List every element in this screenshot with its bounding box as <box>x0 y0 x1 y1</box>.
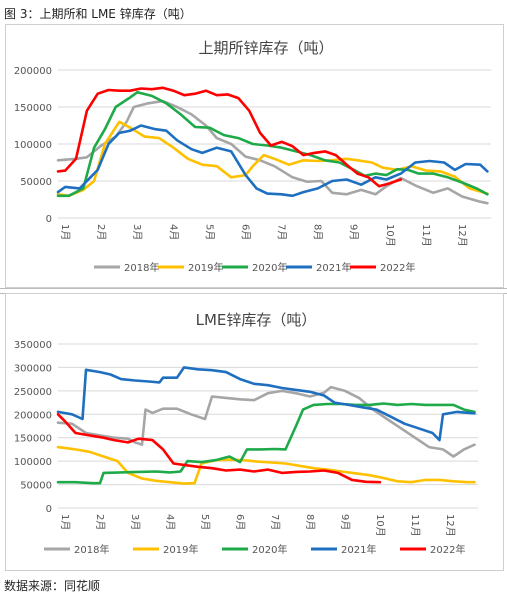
legend-label: 2019年 <box>188 261 223 274</box>
x-tick-label: 11月 <box>420 224 432 247</box>
lme-zinc-chart-svg: LME锌库存（吨） 0 50000 100000 150000 200000 250000 3… <box>14 311 478 556</box>
series-line <box>56 99 489 205</box>
x-tick-label: 12月 <box>456 224 468 247</box>
legend-label: 2022年 <box>380 261 415 274</box>
series-line <box>56 402 476 485</box>
series-line <box>56 124 489 198</box>
y-tick-label: 250000 <box>14 387 52 398</box>
chart-title: 上期所锌库存（吨） <box>198 39 333 57</box>
figure-caption: 图 3：上期所和 LME 锌库存（吨） <box>4 7 192 21</box>
shfe-zinc-chart: 上期所锌库存（吨） 0 50000 100000 150000 200000 1月 2月 3月 4… <box>5 24 504 288</box>
x-tick-label: 7月 <box>269 514 281 530</box>
series-line <box>56 445 476 485</box>
series-line <box>56 413 382 484</box>
legend-label: 2022年 <box>430 543 465 556</box>
x-tick-label: 7月 <box>276 224 288 240</box>
y-tick-label: 200000 <box>14 410 52 421</box>
y-tick-label: 200000 <box>14 66 52 77</box>
legend-label: 2018年 <box>74 543 109 556</box>
shfe-zinc-chart-svg: 上期所锌库存（吨） 0 50000 100000 150000 200000 1月 2月 3月 4… <box>14 39 491 274</box>
y-tick-label: 50000 <box>20 481 52 492</box>
x-tick-label: 2月 <box>94 514 106 530</box>
y-tick-label: 150000 <box>14 434 52 445</box>
x-tick-label: 5月 <box>203 224 215 240</box>
y-tick-label: 0 <box>46 504 52 515</box>
source-note: 数据来源：同花顺 <box>4 579 101 593</box>
y-tick-label: 300000 <box>14 363 52 374</box>
x-tick-label: 12月 <box>444 514 456 537</box>
y-tick-label: 0 <box>46 214 52 225</box>
y-tick-label: 100000 <box>14 140 52 151</box>
series-line <box>56 385 476 458</box>
x-tick-label: 6月 <box>234 514 246 530</box>
x-tick-label: 4月 <box>164 514 176 530</box>
y-tick-label: 350000 <box>14 340 52 351</box>
x-tick-label: 8月 <box>312 224 324 240</box>
x-tick-label: 10月 <box>374 514 386 537</box>
x-tick-label: 2月 <box>95 224 107 240</box>
x-tick-label: 1月 <box>59 514 71 530</box>
y-tick-label: 50000 <box>20 177 52 188</box>
x-tick-label: 6月 <box>239 224 251 240</box>
x-tick-label: 3月 <box>129 514 141 530</box>
x-tick-label: 9月 <box>339 514 351 530</box>
x-tick-label: 4月 <box>167 224 179 240</box>
legend-label: 2019年 <box>163 543 198 556</box>
series-line <box>56 86 403 188</box>
x-tick-label: 1月 <box>59 224 71 240</box>
y-tick-label: 150000 <box>14 103 52 114</box>
y-tick-label: 100000 <box>14 457 52 468</box>
x-tick-label: 5月 <box>199 514 211 530</box>
lme-zinc-chart: LME锌库存（吨） 0 50000 100000 150000 200000 250000 3… <box>5 293 504 571</box>
x-tick-label: 10月 <box>384 224 396 247</box>
legend-label: 2018年 <box>124 261 159 274</box>
series-line <box>56 90 489 198</box>
x-tick-label: 11月 <box>409 514 421 537</box>
chart-title: LME锌库存（吨） <box>196 311 317 329</box>
series-line <box>56 366 476 442</box>
x-tick-label: 8月 <box>304 514 316 530</box>
legend-label: 2021年 <box>341 543 376 556</box>
legend-label: 2021年 <box>316 261 351 274</box>
x-tick-label: 9月 <box>348 224 360 240</box>
legend-label: 2020年 <box>252 261 287 274</box>
x-tick-label: 3月 <box>131 224 143 240</box>
legend-label: 2020年 <box>252 543 287 556</box>
